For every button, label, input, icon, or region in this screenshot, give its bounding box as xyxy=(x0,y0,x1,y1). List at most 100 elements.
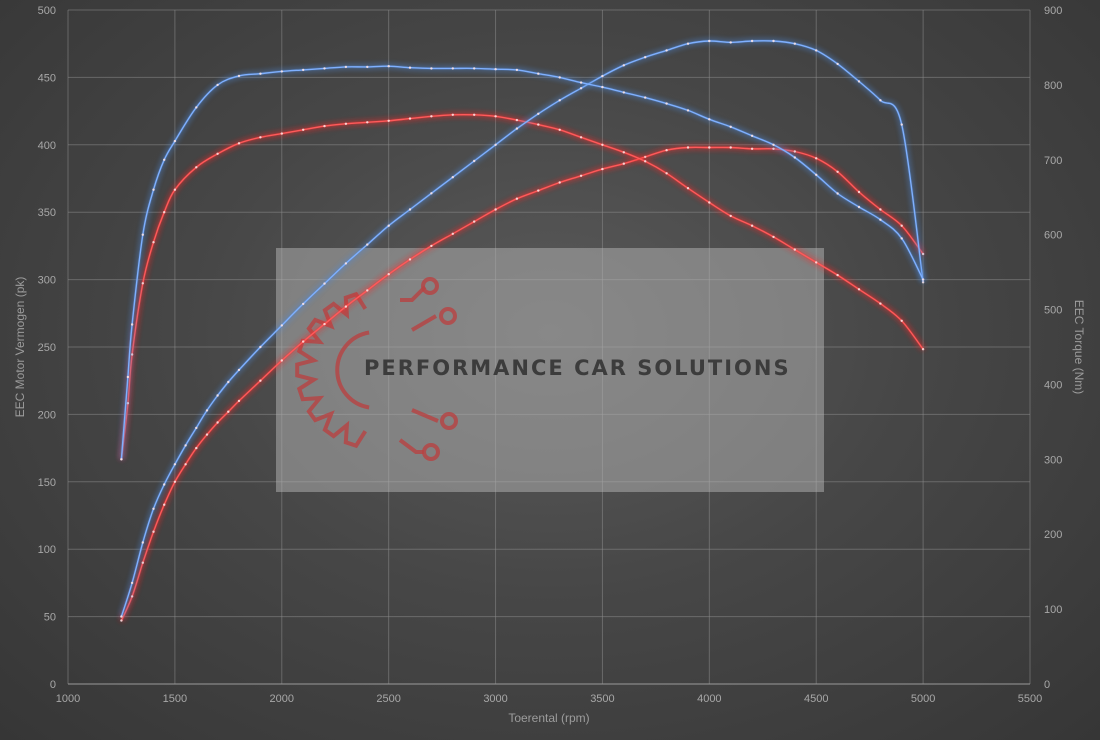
tuned-power-line-point xyxy=(280,359,283,362)
stock-power-line-point xyxy=(302,302,305,306)
stock-torque-line-point xyxy=(216,83,219,87)
y-tick-label: 500 xyxy=(38,5,56,17)
stock-power-line-point xyxy=(537,112,540,116)
tuned-power-line-point xyxy=(665,149,668,152)
stock-power-line-point xyxy=(772,39,775,43)
tuned-torque-line-point xyxy=(622,151,625,154)
stock-torque-line-point xyxy=(708,118,711,121)
stock-power-line-point xyxy=(558,99,561,102)
tuned-torque-line-point xyxy=(344,122,348,126)
tuned-power-line-point xyxy=(130,595,134,598)
tuned-torque-line-point xyxy=(644,160,647,163)
stock-power-line-point xyxy=(793,42,796,45)
stock-power-line-point xyxy=(430,192,433,195)
stock-power-line-point xyxy=(344,262,348,265)
stock-torque-line-point xyxy=(836,192,839,195)
y-tick-label: 100 xyxy=(38,544,56,556)
stock-torque-line-point xyxy=(750,134,754,137)
y-tick-label: 50 xyxy=(44,612,56,624)
stock-power-line-point xyxy=(152,507,155,510)
stock-power-line-point xyxy=(173,463,177,466)
tuned-torque-line-point xyxy=(772,235,775,239)
stock-torque-line-point xyxy=(857,205,861,209)
stock-torque-line-point xyxy=(558,76,561,79)
tuned-torque-line-point xyxy=(473,113,476,117)
tuned-torque-line-point xyxy=(302,128,305,131)
tuned-power-line-point xyxy=(921,252,925,256)
tuned-torque-line-point xyxy=(152,241,155,244)
stock-torque-line-point xyxy=(120,458,123,461)
tuned-power-line-point xyxy=(473,220,476,223)
tuned-power-line-point xyxy=(537,189,540,192)
tuned-power-line-point xyxy=(900,224,903,227)
tuned-power-line-point xyxy=(601,167,604,171)
tuned-power-line-point xyxy=(750,147,754,150)
tuned-torque-line-point xyxy=(836,273,839,277)
stock-power-line-point xyxy=(665,49,668,52)
stock-power-line-point xyxy=(366,243,369,246)
stock-torque-line-point xyxy=(163,158,166,161)
stock-torque-line-point xyxy=(644,96,647,99)
tuned-torque-line-point xyxy=(537,123,540,126)
circuit-node-icon xyxy=(421,277,439,295)
tuned-power-line-point xyxy=(686,146,690,149)
stock-torque-line-point xyxy=(815,173,818,176)
y-tick-label: 250 xyxy=(38,342,56,354)
y2-tick-label: 700 xyxy=(1044,155,1062,167)
y2-tick-label: 800 xyxy=(1044,80,1062,92)
circuit-trace-icon xyxy=(410,314,438,332)
y2-tick-label: 900 xyxy=(1044,5,1062,17)
tuned-torque-line-point xyxy=(558,128,561,131)
circuit-lines-icon xyxy=(335,277,458,461)
tuned-torque-line-point xyxy=(237,142,241,145)
stock-torque-line-point xyxy=(686,109,690,112)
tuned-power-line xyxy=(120,146,924,621)
stock-torque-line-point xyxy=(537,72,540,75)
x-axis-title: Toerental (rpm) xyxy=(508,711,589,725)
y-tick-label: 400 xyxy=(38,140,56,152)
tuned-power-line-point xyxy=(259,379,262,382)
stock-torque-line-point xyxy=(366,65,369,69)
tuned-torque-line-point xyxy=(601,143,604,146)
tuned-power-line-point xyxy=(408,258,412,261)
tuned-torque-line-point xyxy=(163,211,166,214)
tuned-torque-line-point xyxy=(366,121,369,124)
stock-power-line-point xyxy=(408,208,412,211)
circuit-trace-icon xyxy=(411,408,439,423)
stock-torque-line-point xyxy=(494,68,497,71)
stock-torque-line-point xyxy=(387,65,390,68)
tuned-power-line-point xyxy=(729,146,732,149)
stock-torque-line-point xyxy=(152,188,155,191)
tuned-torque-line-point xyxy=(216,152,219,155)
stock-power-line-point xyxy=(879,99,882,102)
tuned-power-line-point xyxy=(323,322,326,326)
stock-power-line-point xyxy=(227,380,230,384)
stock-power-line-point xyxy=(857,80,861,83)
stock-power-line-point xyxy=(195,426,198,430)
x-tick-label: 1500 xyxy=(163,693,187,705)
stock-power-line-point xyxy=(141,541,144,544)
y-tick-label: 450 xyxy=(38,72,56,84)
tuned-torque-line-point xyxy=(451,113,454,117)
stock-torque-line-point xyxy=(344,65,348,69)
tuned-torque-line-point xyxy=(579,136,583,139)
y2-tick-label: 200 xyxy=(1044,529,1062,541)
circuit-trace-icon xyxy=(400,285,427,302)
y2-tick-label: 500 xyxy=(1044,305,1062,317)
tuned-torque-line-point xyxy=(900,319,903,322)
stock-power-line-point xyxy=(130,581,134,585)
tuned-power-line-point xyxy=(141,561,144,564)
stock-torque-line-point xyxy=(323,67,326,70)
stock-torque-line-point xyxy=(921,278,925,281)
tuned-power-line-point xyxy=(836,170,839,173)
stock-torque-line-point xyxy=(195,106,198,109)
tuned-torque-line-point xyxy=(857,288,861,291)
stock-torque-line-point xyxy=(515,68,519,72)
tuned-power-line-point xyxy=(387,273,390,276)
stock-power-line-point xyxy=(686,42,690,45)
tuned-power-line-point xyxy=(793,150,796,153)
tuned-power-line-point xyxy=(857,190,861,194)
y2-tick-label: 100 xyxy=(1044,604,1062,616)
circuit-trace-icon xyxy=(398,438,424,454)
x-tick-label: 5500 xyxy=(1018,693,1042,705)
